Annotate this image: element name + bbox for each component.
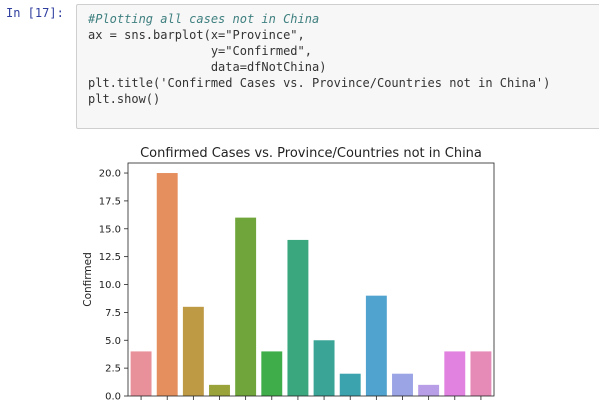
y-tick-label: 5.0 xyxy=(105,336,121,347)
code-line-title: plt.title('Confirmed Cases vs. Province/… xyxy=(88,76,551,90)
bar xyxy=(182,306,204,396)
bar-chart: Confirmed Cases vs. Province/Countries n… xyxy=(82,146,495,403)
bar xyxy=(235,217,257,396)
y-tick-label: 17.5 xyxy=(99,196,121,207)
code-line-barplot: ax = sns.barplot(x="Province", xyxy=(88,28,305,42)
y-tick-label: 15.0 xyxy=(99,224,121,235)
bar xyxy=(209,384,230,396)
code-editor[interactable]: #Plotting all cases not in China ax = sn… xyxy=(77,5,599,107)
bar xyxy=(392,373,413,396)
bar xyxy=(444,351,466,396)
y-tick-label: 20.0 xyxy=(99,169,121,180)
code-line-show: plt.show() xyxy=(88,92,161,106)
y-tick-label: 0.0 xyxy=(105,392,121,403)
chart-title: Confirmed Cases vs. Province/Countries n… xyxy=(140,146,482,161)
y-tick-label: 7.5 xyxy=(105,308,121,319)
code-line-comment: #Plotting all cases not in China xyxy=(88,12,320,26)
bar xyxy=(339,373,361,396)
plot-frame xyxy=(127,162,495,397)
code-line-data-arg: data=dfNotChina) xyxy=(88,60,327,74)
y-tick-label: 2.5 xyxy=(105,364,121,375)
x-axis-ticks xyxy=(140,396,482,400)
bars-group xyxy=(130,173,492,396)
y-axis-label: Confirmed xyxy=(82,252,94,307)
bar xyxy=(418,384,440,396)
bar xyxy=(156,173,178,396)
code-cell-input[interactable]: #Plotting all cases not in China ax = sn… xyxy=(76,4,599,129)
cell-prompt: In [17]: xyxy=(6,6,64,20)
bar xyxy=(261,351,283,396)
bar xyxy=(470,351,492,396)
y-tick-label: 10.0 xyxy=(99,280,121,291)
y-axis-ticks: 0.0 2.5 5.0 7.5 10.0 12.5 15.0 17.5 20.0 xyxy=(99,169,128,403)
cell-output: Confirmed Cases vs. Province/Countries n… xyxy=(76,134,599,403)
bar xyxy=(130,351,152,396)
y-tick-label: 12.5 xyxy=(99,252,121,263)
bar xyxy=(365,295,387,396)
code-line-y-arg: y="Confirmed", xyxy=(88,44,312,58)
bar xyxy=(313,340,335,396)
bar xyxy=(287,239,309,396)
